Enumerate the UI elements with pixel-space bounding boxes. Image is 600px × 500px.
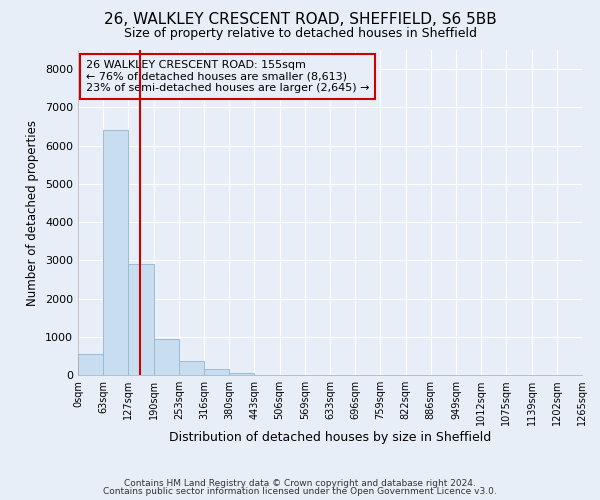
Bar — [78, 354, 103, 375]
Bar — [204, 370, 229, 375]
Text: Contains public sector information licensed under the Open Government Licence v3: Contains public sector information licen… — [103, 487, 497, 496]
Bar — [103, 130, 128, 375]
Bar — [179, 361, 204, 375]
Bar — [128, 264, 154, 375]
X-axis label: Distribution of detached houses by size in Sheffield: Distribution of detached houses by size … — [169, 431, 491, 444]
Text: 26, WALKLEY CRESCENT ROAD, SHEFFIELD, S6 5BB: 26, WALKLEY CRESCENT ROAD, SHEFFIELD, S6… — [104, 12, 496, 28]
Y-axis label: Number of detached properties: Number of detached properties — [26, 120, 40, 306]
Bar — [229, 372, 254, 375]
Text: 26 WALKLEY CRESCENT ROAD: 155sqm
← 76% of detached houses are smaller (8,613)
23: 26 WALKLEY CRESCENT ROAD: 155sqm ← 76% o… — [86, 60, 369, 93]
Bar — [154, 338, 179, 375]
Text: Size of property relative to detached houses in Sheffield: Size of property relative to detached ho… — [124, 28, 476, 40]
Text: Contains HM Land Registry data © Crown copyright and database right 2024.: Contains HM Land Registry data © Crown c… — [124, 478, 476, 488]
